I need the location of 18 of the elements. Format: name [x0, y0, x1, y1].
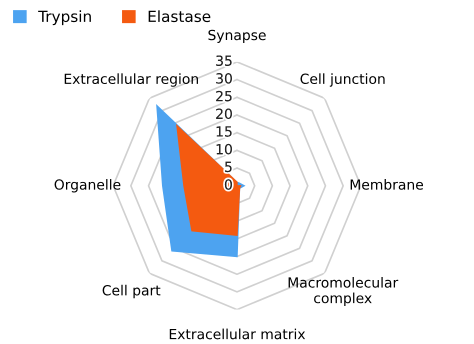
spoke-label: Cell junction: [300, 73, 385, 87]
y-tick-label: 35: [216, 55, 232, 66]
y-tick-label: 15: [216, 126, 232, 137]
legend-label: Trypsin: [38, 10, 91, 26]
y-tick-label: 10: [216, 144, 232, 154]
spoke-label: Synapse: [208, 30, 266, 43]
y-tick-label: 25: [216, 90, 232, 102]
y-tick-label: 5: [225, 162, 232, 172]
spoke-label: Membrane: [350, 179, 424, 190]
spoke-label: Cell part: [102, 284, 160, 298]
spoke-label: Organelle: [54, 179, 120, 192]
spoke-label: Extracellular matrix: [170, 328, 306, 340]
y-tick-label: 30: [216, 73, 232, 84]
y-tick-label: 20: [216, 108, 232, 120]
y-tick-label: 0: [224, 179, 232, 190]
spoke-label: Extracellular region: [64, 73, 198, 87]
legend-label: Elastase: [148, 10, 210, 22]
spoke-label: Macromolecular complex: [288, 277, 398, 306]
